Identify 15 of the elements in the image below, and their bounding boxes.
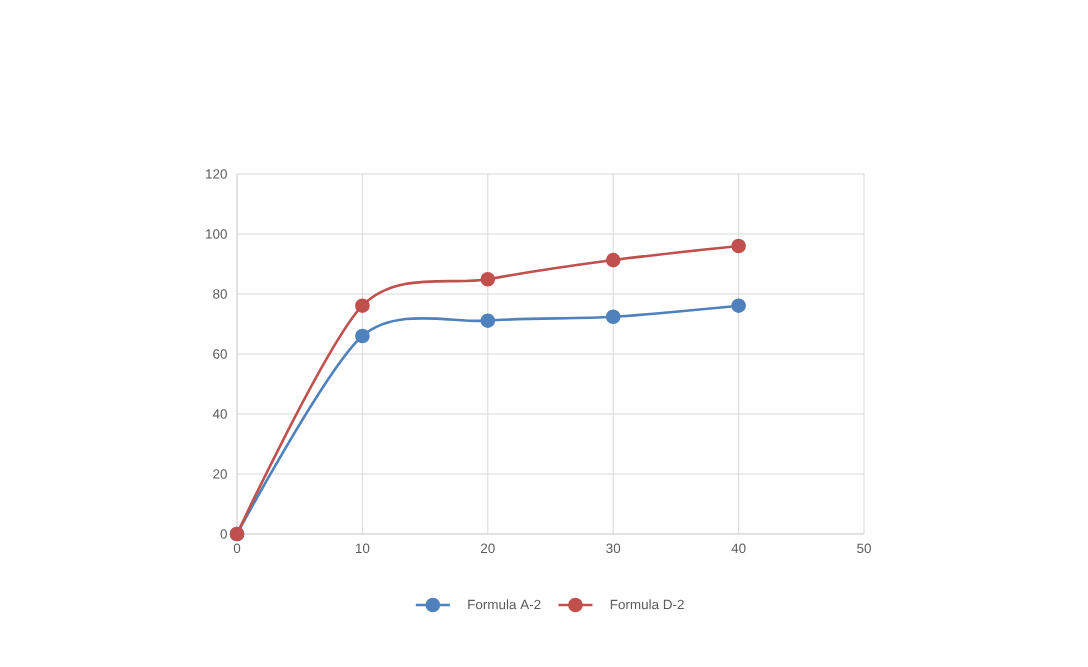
x-tick-label: 30 <box>606 543 621 554</box>
y-tick-label: 80 <box>213 289 227 299</box>
x-tick-label: 50 <box>857 543 871 554</box>
y-tick-label: 60 <box>213 349 227 359</box>
legend-label: Formula D-2 <box>610 599 684 610</box>
y-tick-label: 20 <box>213 469 227 479</box>
x-tick-label: 40 <box>731 543 746 554</box>
y-tick-label: 0 <box>220 529 227 539</box>
y-tick-label: 40 <box>212 409 227 419</box>
x-tick-label: 20 <box>481 543 495 554</box>
y-tick-label: 100 <box>206 229 227 239</box>
y-tick-label: 120 <box>206 169 227 179</box>
x-tick-label: 10 <box>355 543 370 554</box>
x-tick-label: 0 <box>233 543 241 554</box>
legend-label: Formula A-2 <box>468 599 541 610</box>
